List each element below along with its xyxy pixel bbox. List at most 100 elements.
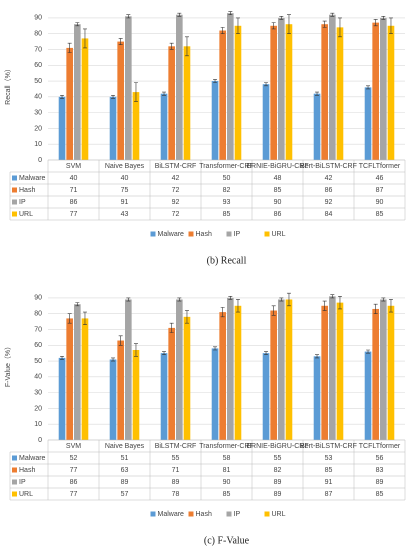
bar	[117, 340, 124, 440]
error-bar	[279, 16, 284, 20]
table-value: 83	[376, 467, 384, 474]
legend-swatch	[264, 511, 270, 517]
error-bar	[67, 42, 72, 53]
error-bar	[388, 299, 393, 313]
error-bar	[381, 16, 386, 20]
table-value: 51	[121, 455, 129, 462]
error-bar	[111, 357, 116, 362]
table-value: 72	[172, 187, 180, 194]
table-value: 89	[274, 491, 282, 498]
x-tick-label: Bert-BiLSTM-CRF	[300, 163, 357, 170]
y-tick-label: 0	[38, 157, 42, 164]
bar	[58, 96, 66, 160]
y-tick-label: 90	[34, 15, 42, 22]
bar	[183, 46, 191, 160]
x-tick-label: TCFLTformer	[359, 163, 401, 170]
bar	[168, 46, 175, 160]
table-value: 42	[325, 175, 333, 182]
table-series-name: Malware	[19, 175, 46, 182]
bar	[372, 22, 379, 161]
table-series-name: Hash	[19, 187, 35, 194]
table-value: 85	[325, 467, 333, 474]
table-value: 89	[376, 479, 384, 486]
table-series-name: URL	[19, 491, 33, 498]
legend-label: Malware	[158, 511, 185, 518]
bar	[285, 24, 293, 160]
table-value: 77	[70, 211, 78, 218]
bar	[168, 327, 175, 440]
error-bar	[133, 82, 138, 102]
legend-label: Malware	[158, 231, 185, 238]
bar	[380, 299, 387, 440]
y-tick-label: 10	[34, 141, 42, 148]
table-value: 63	[121, 467, 129, 474]
x-tick-label: SVM	[66, 163, 81, 170]
error-bar	[315, 91, 320, 96]
error-bar	[337, 296, 342, 310]
table-value: 40	[70, 175, 78, 182]
bar	[336, 302, 344, 440]
table-value: 85	[223, 491, 231, 498]
bar	[58, 357, 66, 440]
table-swatch	[12, 479, 17, 485]
table-series-name: IP	[19, 199, 26, 206]
error-bar	[220, 307, 225, 318]
bar	[270, 310, 277, 440]
bar	[109, 96, 117, 160]
y-tick-label: 50	[34, 78, 42, 85]
table-value: 89	[274, 479, 282, 486]
y-tick-label: 10	[34, 421, 42, 428]
legend-swatch	[226, 511, 232, 517]
table-series-name: IP	[19, 479, 26, 486]
table-value: 75	[121, 187, 129, 194]
y-tick-label: 0	[38, 437, 42, 444]
table-value: 77	[70, 467, 78, 474]
table-swatch	[12, 199, 17, 205]
error-bar	[75, 302, 80, 307]
table-value: 55	[274, 455, 282, 462]
error-bar	[373, 19, 378, 27]
bar	[313, 356, 321, 440]
bar	[176, 299, 183, 440]
error-bar	[388, 17, 393, 34]
bar	[66, 318, 73, 440]
bar	[270, 25, 277, 160]
table-value: 43	[121, 211, 129, 218]
bar	[219, 30, 226, 160]
legend-label: URL	[272, 511, 286, 518]
legend-swatch	[226, 231, 232, 237]
table-value: 91	[121, 199, 129, 206]
bar	[211, 81, 219, 160]
error-bar	[330, 12, 335, 17]
legend-swatch	[150, 511, 156, 517]
x-tick-label: Bert-BiLSTM-CRF	[300, 443, 357, 450]
bar	[132, 350, 140, 440]
table-value: 85	[223, 211, 231, 218]
bar	[321, 305, 328, 440]
table-value: 87	[376, 187, 384, 194]
table-value: 50	[223, 175, 231, 182]
error-bar	[60, 94, 65, 99]
table-value: 71	[70, 187, 78, 194]
table-swatch	[12, 175, 17, 181]
error-bar	[279, 297, 284, 302]
table-value: 53	[325, 455, 333, 462]
legend-swatch	[150, 231, 156, 237]
x-tick-label: Naive Bayes	[105, 163, 145, 170]
bar	[74, 304, 81, 440]
y-tick-label: 60	[34, 342, 42, 349]
table-value: 92	[325, 199, 333, 206]
bar	[74, 24, 81, 160]
table-value: 78	[172, 491, 180, 498]
table-value: 85	[376, 491, 384, 498]
legend-label: URL	[272, 231, 286, 238]
error-bar	[337, 17, 342, 38]
table-value: 57	[121, 491, 129, 498]
error-bar	[235, 17, 240, 34]
error-bar	[286, 14, 291, 34]
bar	[262, 353, 270, 440]
bar	[329, 14, 336, 160]
y-tick-label: 30	[34, 109, 42, 116]
bar	[183, 316, 191, 440]
